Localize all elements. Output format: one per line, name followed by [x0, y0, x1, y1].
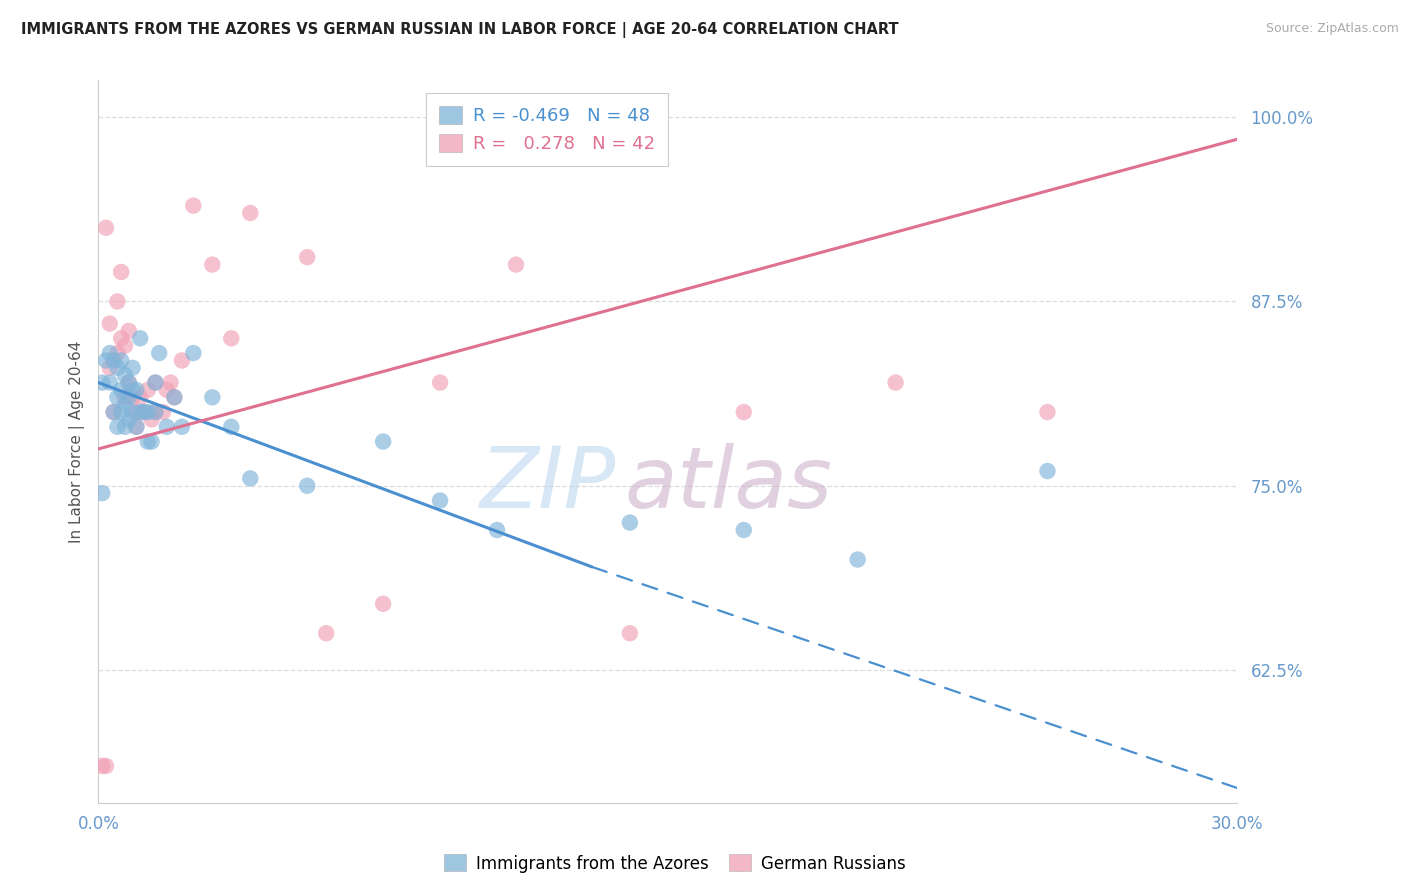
Point	[136, 405, 159, 419]
Text: atlas: atlas	[624, 443, 832, 526]
Point	[98, 317, 121, 331]
Point	[114, 339, 136, 353]
Point	[125, 405, 148, 419]
Point	[125, 419, 148, 434]
Point	[733, 405, 755, 419]
Point	[156, 383, 179, 397]
Point	[163, 390, 186, 404]
Point	[118, 376, 141, 390]
Point	[107, 360, 129, 375]
Point	[125, 419, 148, 434]
Point	[619, 516, 641, 530]
Text: Source: ZipAtlas.com: Source: ZipAtlas.com	[1265, 22, 1399, 36]
Point	[183, 346, 205, 360]
Point	[94, 759, 117, 773]
Point	[114, 368, 136, 383]
Point	[170, 353, 193, 368]
Point	[132, 405, 155, 419]
Point	[429, 493, 451, 508]
Point	[103, 405, 125, 419]
Point	[121, 360, 143, 375]
Point	[103, 405, 125, 419]
Point	[1036, 405, 1059, 419]
Point	[107, 419, 129, 434]
Point	[129, 390, 152, 404]
Point	[221, 419, 243, 434]
Point	[239, 206, 262, 220]
Point	[846, 552, 869, 566]
Point	[121, 405, 143, 419]
Point	[98, 376, 121, 390]
Point	[110, 331, 132, 345]
Point	[371, 434, 394, 449]
Point	[118, 324, 141, 338]
Point	[505, 258, 527, 272]
Point	[1036, 464, 1059, 478]
Point	[170, 419, 193, 434]
Point	[132, 405, 155, 419]
Text: IMMIGRANTS FROM THE AZORES VS GERMAN RUSSIAN IN LABOR FORCE | AGE 20-64 CORRELAT: IMMIGRANTS FROM THE AZORES VS GERMAN RUS…	[21, 22, 898, 38]
Point	[129, 405, 152, 419]
Point	[136, 383, 159, 397]
Point	[148, 346, 170, 360]
Point	[98, 360, 121, 375]
Point	[156, 419, 179, 434]
Point	[114, 390, 136, 404]
Y-axis label: In Labor Force | Age 20-64: In Labor Force | Age 20-64	[69, 341, 84, 542]
Point	[297, 250, 319, 264]
Point	[201, 258, 224, 272]
Point	[141, 412, 163, 426]
Point	[125, 383, 148, 397]
Point	[145, 405, 167, 419]
Point	[315, 626, 337, 640]
Point	[110, 353, 132, 368]
Point	[114, 419, 136, 434]
Point	[118, 412, 141, 426]
Point	[110, 405, 132, 419]
Point	[221, 331, 243, 345]
Point	[91, 759, 114, 773]
Point	[121, 383, 143, 397]
Legend: R = -0.469   N = 48, R =   0.278   N = 42: R = -0.469 N = 48, R = 0.278 N = 42	[426, 93, 668, 166]
Point	[619, 147, 641, 161]
Point	[91, 486, 114, 500]
Point	[141, 434, 163, 449]
Point	[486, 523, 509, 537]
Point	[107, 294, 129, 309]
Point	[114, 398, 136, 412]
Point	[429, 376, 451, 390]
Point	[145, 376, 167, 390]
Point	[152, 405, 174, 419]
Point	[371, 597, 394, 611]
Point	[163, 390, 186, 404]
Point	[733, 523, 755, 537]
Point	[107, 390, 129, 404]
Point	[136, 434, 159, 449]
Legend: Immigrants from the Azores, German Russians: Immigrants from the Azores, German Russi…	[437, 847, 912, 880]
Point	[94, 353, 117, 368]
Point	[103, 353, 125, 368]
Point	[183, 199, 205, 213]
Point	[201, 390, 224, 404]
Point	[98, 346, 121, 360]
Point	[145, 405, 167, 419]
Point	[110, 265, 132, 279]
Point	[94, 220, 117, 235]
Point	[145, 376, 167, 390]
Point	[129, 331, 152, 345]
Point	[110, 383, 132, 397]
Point	[239, 471, 262, 485]
Point	[619, 626, 641, 640]
Point	[121, 390, 143, 404]
Point	[118, 376, 141, 390]
Point	[91, 376, 114, 390]
Text: ZIP: ZIP	[481, 443, 617, 526]
Point	[118, 390, 141, 404]
Point	[107, 346, 129, 360]
Point	[159, 376, 181, 390]
Point	[297, 479, 319, 493]
Point	[884, 376, 907, 390]
